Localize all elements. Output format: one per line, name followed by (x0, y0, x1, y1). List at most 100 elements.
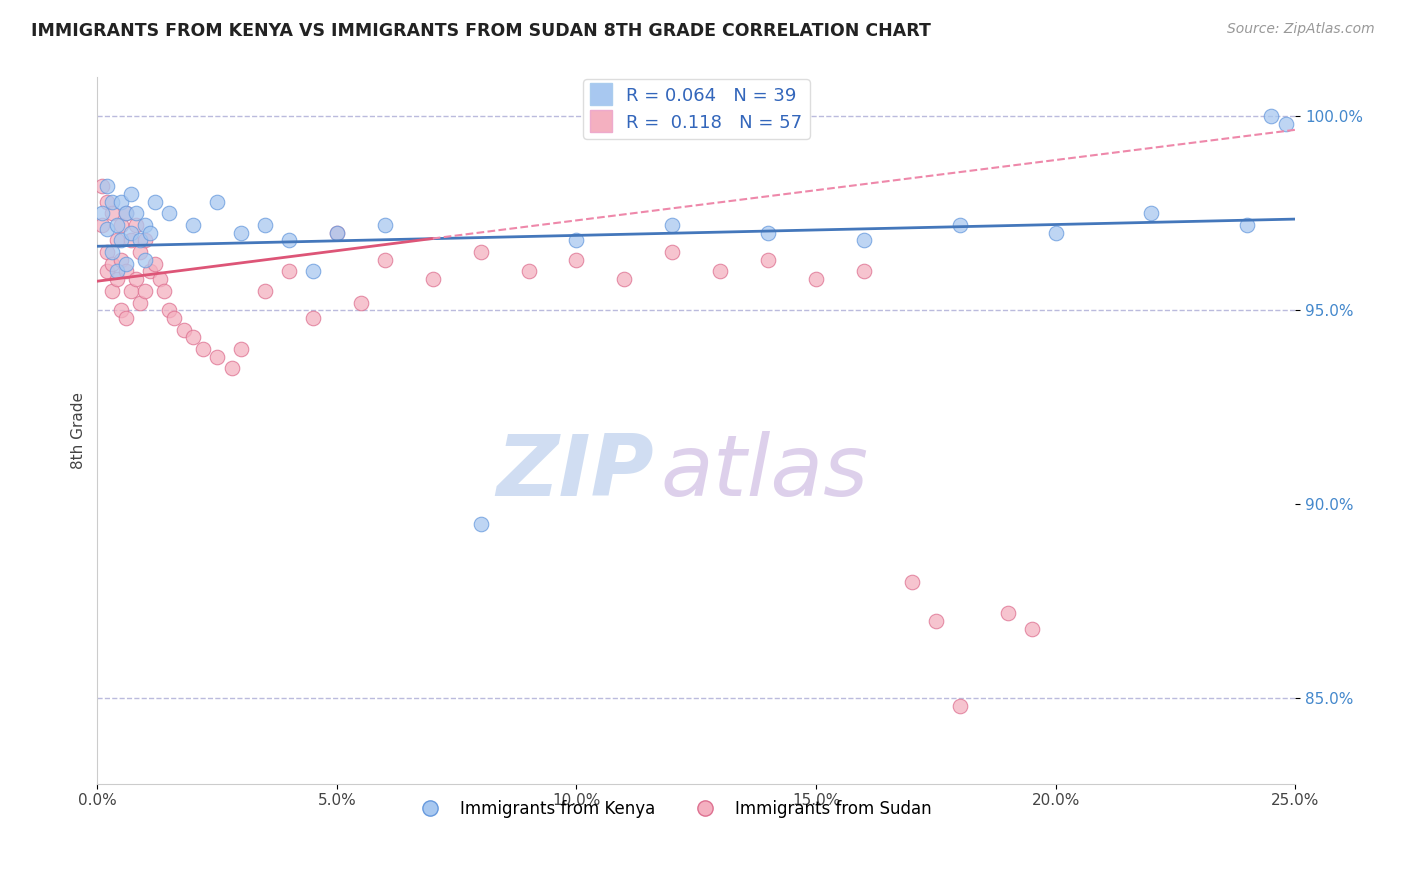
Point (110, 252, 132, 267)
Point (105, 218, 128, 232)
Point (565, 252, 588, 267)
Text: Source: ZipAtlas.com: Source: ZipAtlas.com (1227, 22, 1375, 37)
Point (125, 218, 148, 232)
Point (105, 264, 128, 278)
Point (852, 234, 875, 248)
Point (756, 226, 779, 240)
Point (134, 218, 156, 232)
Point (134, 252, 156, 267)
Point (91, 179, 114, 194)
Point (901, 574, 924, 589)
Point (804, 272, 827, 286)
Point (326, 226, 349, 240)
Point (153, 284, 176, 298)
Point (110, 218, 132, 232)
Point (613, 272, 636, 286)
Point (949, 218, 972, 232)
Point (120, 234, 142, 248)
Point (100, 194, 122, 209)
Point (143, 257, 166, 271)
Point (120, 284, 142, 298)
Point (96, 245, 118, 260)
Point (115, 257, 138, 271)
Point (149, 272, 172, 286)
Point (143, 194, 166, 209)
Point (105, 234, 128, 248)
Point (129, 295, 152, 310)
Point (302, 311, 325, 326)
Point (229, 226, 252, 240)
Point (470, 245, 492, 260)
Point (470, 516, 492, 531)
Point (565, 234, 588, 248)
Point (129, 245, 152, 260)
Point (96, 221, 118, 235)
Y-axis label: 8th Grade: 8th Grade (72, 392, 86, 469)
Point (278, 264, 301, 278)
Point (756, 252, 779, 267)
Point (115, 311, 138, 326)
Point (254, 284, 277, 298)
Point (350, 295, 373, 310)
Point (205, 194, 228, 209)
Point (1260, 109, 1282, 123)
Point (191, 342, 214, 356)
Text: atlas: atlas (661, 432, 869, 515)
Point (1140, 206, 1163, 220)
Point (96, 179, 118, 194)
Text: IMMIGRANTS FROM KENYA VS IMMIGRANTS FROM SUDAN 8TH GRADE CORRELATION CHART: IMMIGRANTS FROM KENYA VS IMMIGRANTS FROM… (31, 22, 931, 40)
Point (422, 272, 444, 286)
Point (1021, 622, 1043, 636)
Point (1236, 218, 1258, 232)
Point (278, 234, 301, 248)
Point (1045, 226, 1067, 240)
Point (134, 234, 156, 248)
Point (110, 303, 132, 318)
Point (661, 245, 683, 260)
Point (110, 234, 132, 248)
Point (139, 226, 162, 240)
Point (91, 206, 114, 220)
Point (105, 272, 128, 286)
Point (254, 218, 277, 232)
Point (110, 194, 132, 209)
Point (221, 361, 243, 376)
Point (163, 311, 186, 326)
Point (100, 257, 122, 271)
Point (125, 272, 148, 286)
Point (1274, 117, 1296, 131)
Point (949, 699, 972, 714)
Point (115, 264, 138, 278)
Point (302, 264, 325, 278)
Point (96, 264, 118, 278)
Point (96, 194, 118, 209)
Text: ZIP: ZIP (496, 432, 654, 515)
Point (129, 234, 152, 248)
Point (181, 330, 204, 344)
Point (181, 218, 204, 232)
Point (852, 264, 875, 278)
Point (100, 284, 122, 298)
Point (157, 206, 180, 220)
Point (115, 206, 138, 220)
Point (661, 218, 683, 232)
Point (125, 206, 148, 220)
Point (709, 264, 731, 278)
Point (115, 206, 138, 220)
Point (173, 323, 195, 337)
Point (120, 186, 142, 201)
Point (925, 614, 948, 628)
Point (120, 226, 142, 240)
Point (157, 303, 180, 318)
Point (997, 606, 1019, 620)
Point (100, 206, 122, 220)
Point (374, 252, 396, 267)
Legend: Immigrants from Kenya, Immigrants from Sudan: Immigrants from Kenya, Immigrants from S… (406, 794, 938, 825)
Point (134, 284, 156, 298)
Point (100, 245, 122, 260)
Point (91, 218, 114, 232)
Point (205, 350, 228, 364)
Point (326, 226, 349, 240)
Point (374, 218, 396, 232)
Point (229, 342, 252, 356)
